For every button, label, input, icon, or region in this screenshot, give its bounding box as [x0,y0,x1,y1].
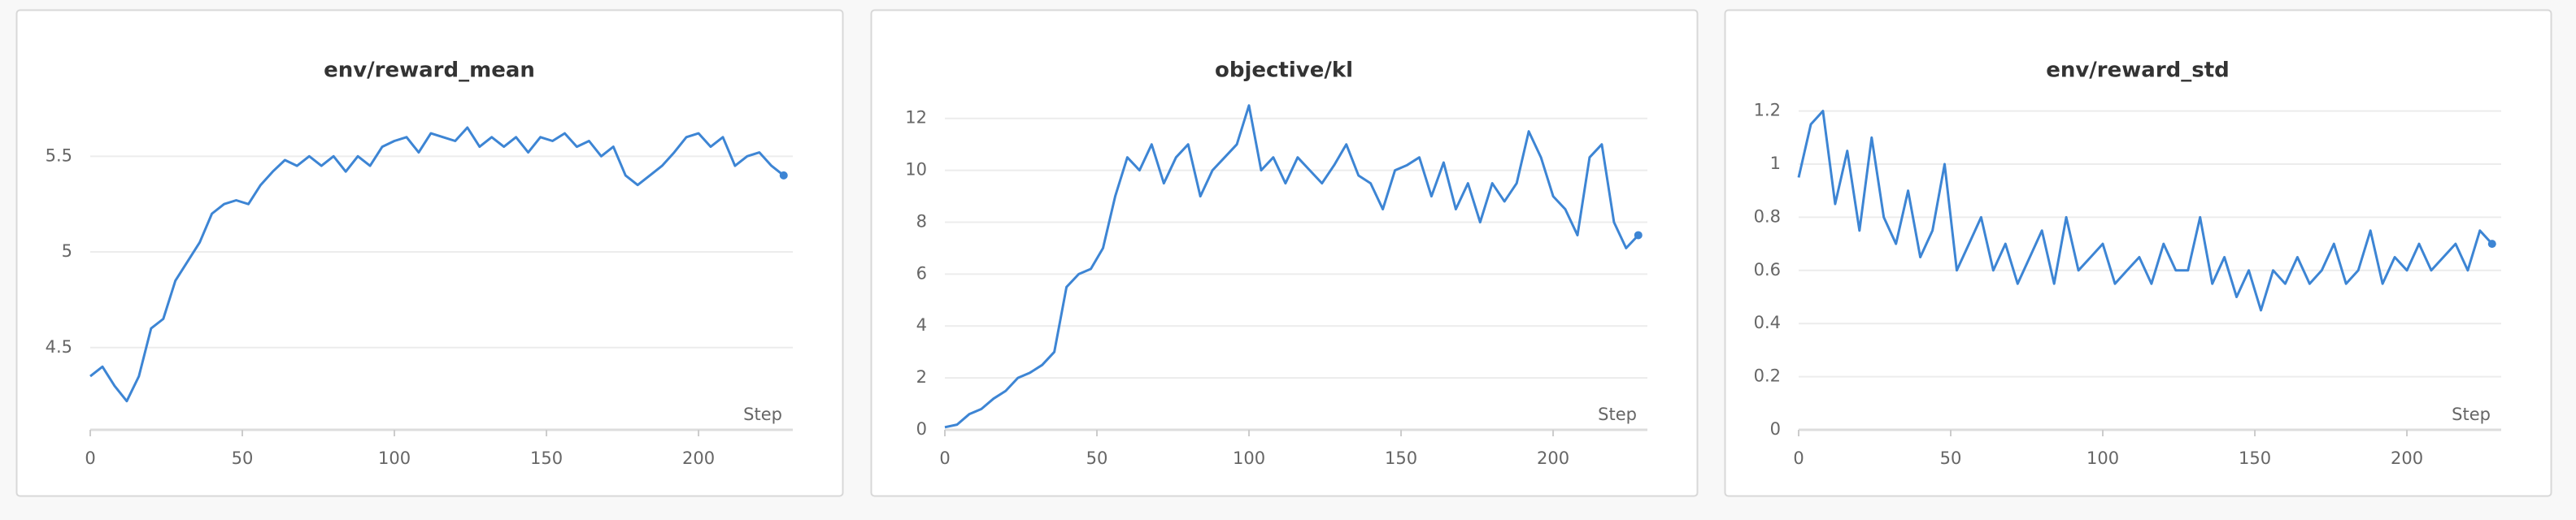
y-tick-label: 2 [916,367,927,387]
data-line [1797,110,2493,312]
chart-title: env/reward_mean [324,58,535,83]
x-tick-label: 100 [2086,448,2119,468]
y-tick-label: 5.5 [46,145,72,165]
panel-frame [15,9,844,497]
end-point [1634,231,1643,240]
x-axis-label: Step [743,405,782,424]
x-tick-label: 150 [1385,448,1417,468]
x-axis-label: Step [2452,405,2491,424]
chart-title: env/reward_std [2046,58,2230,83]
x-tick-label: 200 [1537,448,1569,468]
x-tick-label: 50 [1940,448,1962,468]
y-tick-label: 5 [62,241,72,261]
x-tick-label: 150 [2239,448,2271,468]
chart-title: objective/kl [1215,58,1353,83]
panel-frame [870,9,1699,497]
x-tick-label: 200 [2391,448,2423,468]
x-tick-label: 100 [378,448,411,468]
panel: objective/kl 0 2 4 6 8 10 12 0 50 100 150 200 Step [870,9,1699,497]
x-tick-label: 150 [530,448,563,468]
x-tick-label: 50 [232,448,254,468]
y-tick-label: 4.5 [46,337,72,357]
panel-frame [1724,9,2552,497]
x-tick-label: 50 [1086,448,1108,468]
x-tick-label: 0 [1793,448,1804,468]
x-tick-label: 0 [85,448,95,468]
x-tick-label: 100 [1233,448,1265,468]
y-tick-label: 1.2 [1754,101,1781,120]
x-tick-label: 200 [682,448,715,468]
y-tick-label: 0.6 [1754,260,1781,280]
y-tick-label: 1 [1770,154,1781,173]
y-tick-label: 6 [916,263,927,283]
data-line [89,126,785,403]
end-point [2487,240,2496,249]
end-point [779,171,788,180]
panel: env/reward_mean 4.5 5 5.5 0 50 100 150 200 Step [15,9,844,497]
panel: env/reward_std 0 0.2 0.4 0.6 0.8 1 1.2 0 50 100 150… [1724,9,2552,497]
y-tick-label: 8 [916,211,927,231]
x-tick-label: 0 [939,448,950,468]
y-tick-label: 4 [916,315,927,335]
y-tick-label: 0 [1770,419,1781,439]
y-tick-label: 0.2 [1754,366,1781,386]
y-tick-label: 12 [905,108,927,128]
data-line [944,104,1639,429]
y-tick-label: 0 [916,419,927,439]
x-axis-label: Step [1598,405,1637,424]
y-tick-label: 10 [905,160,927,180]
y-tick-label: 0.8 [1754,206,1781,226]
y-tick-label: 0.4 [1754,313,1781,332]
